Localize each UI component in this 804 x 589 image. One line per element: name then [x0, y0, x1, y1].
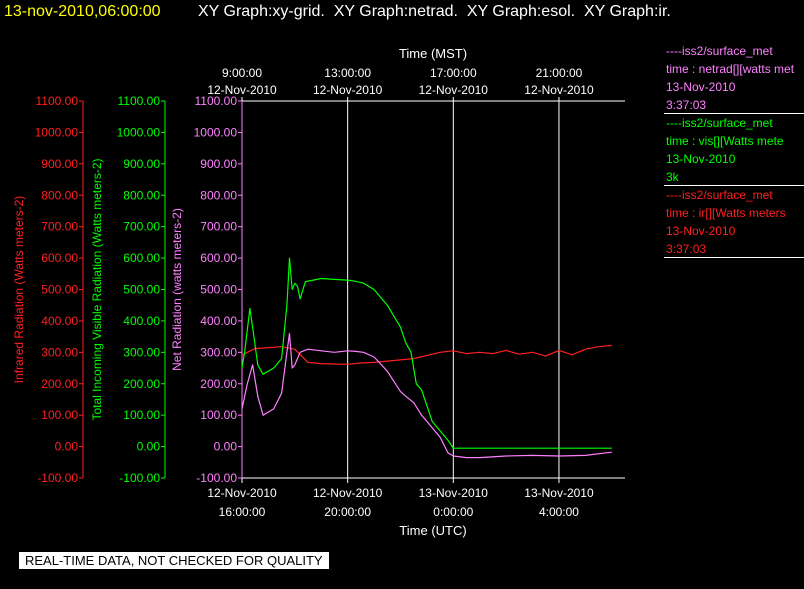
y-tick-label-vis: 700.00: [123, 220, 160, 234]
y-axis-label-net: Net Radiation (watts meters-2): [170, 208, 184, 371]
y-tick-label-ir: 900.00: [41, 157, 78, 171]
x-axis-label-top: Time (MST): [399, 46, 467, 61]
y-tick-label-net: 1000.00: [194, 125, 238, 139]
y-tick-label-vis: 600.00: [123, 251, 160, 265]
legend-entry-line: 3:37:03: [666, 242, 707, 256]
y-tick-label-ir: 0.00: [55, 440, 79, 454]
y-tick-label-net: 300.00: [200, 345, 237, 359]
y-tick-label-vis: 100.00: [123, 408, 160, 422]
x-axis-label-bottom: Time (UTC): [399, 523, 466, 538]
y-tick-label-net: 0.00: [214, 440, 238, 454]
x-tick-label-bottom-line1: 13-Nov-2010: [524, 486, 594, 500]
axes: [79, 97, 625, 483]
legend-entry-line: ----iss2/surface_met: [666, 116, 773, 130]
y-tick-label-ir: 800.00: [41, 188, 78, 202]
y-tick-label-net: 500.00: [200, 283, 237, 297]
x-tick-label-bottom-line2: 20:00:00: [324, 505, 371, 519]
y-tick-label-vis: -100.00: [119, 471, 160, 485]
x-tick-label-bottom-line2: 16:00:00: [219, 505, 266, 519]
y-tick-label-net: 200.00: [200, 377, 237, 391]
legend-entry-line: 13-Nov-2010: [666, 80, 736, 94]
y-tick-label-ir: 700.00: [41, 220, 78, 234]
legend-entry-line: 13-Nov-2010: [666, 152, 736, 166]
y-axis-label-ir: Infrared Radiation (Watts meters-2): [12, 196, 26, 384]
y-tick-label-vis: 0.00: [137, 440, 161, 454]
y-tick-label-ir: 500.00: [41, 283, 78, 297]
x-tick-label-bottom-line2: 0:00:00: [433, 505, 473, 519]
x-tick-label-top-line1: 17:00:00: [430, 66, 477, 80]
y-tick-label-ir: 1000.00: [35, 125, 79, 139]
x-tick-label-top-line1: 13:00:00: [324, 66, 371, 80]
y-tick-label-vis: 1000.00: [117, 125, 161, 139]
y-tick-label-vis: 800.00: [123, 188, 160, 202]
series-line-vis: [241, 257, 612, 449]
legend-entry-line: time : ir[][Watts meters: [666, 206, 786, 220]
legend-separator: [664, 257, 804, 258]
legend-entry-line: 13-Nov-2010: [666, 224, 736, 238]
y-tick-label-ir: 300.00: [41, 345, 78, 359]
x-tick-label-top-line1: 21:00:00: [536, 66, 583, 80]
y-tick-label-ir: 400.00: [41, 314, 78, 328]
legend-entry-line: time : vis[][Watts mete: [666, 134, 784, 148]
x-tick-label-top-line2: 12-Nov-2010: [313, 83, 383, 97]
header-datetime: 13-nov-2010,06:00:00: [4, 3, 161, 20]
legend-entry-line: 3k: [666, 170, 679, 184]
y-tick-label-ir: 1100.00: [36, 94, 79, 108]
y-tick-label-ir: 600.00: [41, 251, 78, 265]
legend-entry-line: ----iss2/surface_met: [666, 44, 773, 58]
y-tick-label-vis: 400.00: [123, 314, 160, 328]
y-tick-label-net: 400.00: [200, 314, 237, 328]
x-tick-label-bottom-line1: 12-Nov-2010: [313, 486, 383, 500]
grid-lines: [347, 101, 560, 478]
y-tick-label-net: -100.00: [196, 471, 237, 485]
y-tick-label-net: 100.00: [200, 408, 237, 422]
y-tick-label-ir: 200.00: [41, 377, 78, 391]
header-graph-tabs[interactable]: XY Graph:xy-grid. XY Graph:netrad. XY Gr…: [198, 3, 671, 20]
y-tick-label-net: 800.00: [200, 188, 237, 202]
x-tick-label-top-line1: 9:00:00: [222, 66, 262, 80]
y-axis-label-vis: Total Incoming Visible Radiation (Watts …: [90, 158, 104, 420]
y-tick-label-vis: 200.00: [123, 377, 160, 391]
y-tick-label-net: 1100.00: [195, 94, 238, 108]
x-tick-label-top-line2: 12-Nov-2010: [207, 83, 277, 97]
x-tick-label-bottom-line2: 4:00:00: [539, 505, 579, 519]
legend-entry-line: 3:37:03: [666, 98, 707, 112]
series-lines: [241, 257, 612, 459]
y-tick-label-vis: 900.00: [123, 157, 160, 171]
x-tick-label-bottom-line1: 12-Nov-2010: [207, 486, 277, 500]
x-tick-label-top-line2: 12-Nov-2010: [419, 83, 489, 97]
y-tick-label-ir: 100.00: [41, 408, 78, 422]
quality-disclaimer: REAL-TIME DATA, NOT CHECKED FOR QUALITY: [19, 552, 329, 569]
y-tick-label-net: 900.00: [200, 157, 237, 171]
y-tick-label-net: 700.00: [200, 220, 237, 234]
x-tick-label-top-line2: 12-Nov-2010: [524, 83, 594, 97]
y-tick-label-vis: 1100.00: [118, 94, 161, 108]
y-tick-label-ir: -100.00: [37, 471, 78, 485]
x-tick-label-bottom-line1: 13-Nov-2010: [419, 486, 489, 500]
legend-entry-line: ----iss2/surface_met: [666, 188, 773, 202]
series-line-net: [241, 332, 612, 459]
legend-separator: [664, 113, 804, 114]
legend-separator: [664, 185, 804, 186]
series-line-ir: [241, 344, 612, 365]
y-tick-label-vis: 300.00: [123, 345, 160, 359]
y-tick-label-vis: 500.00: [123, 283, 160, 297]
y-tick-label-net: 600.00: [200, 251, 237, 265]
legend-entry-line: time : netrad[][watts met: [666, 62, 795, 76]
axis-labels: -100.00 0.00 100.00 200.00 300.00 400.00 500.0…: [12, 46, 594, 538]
